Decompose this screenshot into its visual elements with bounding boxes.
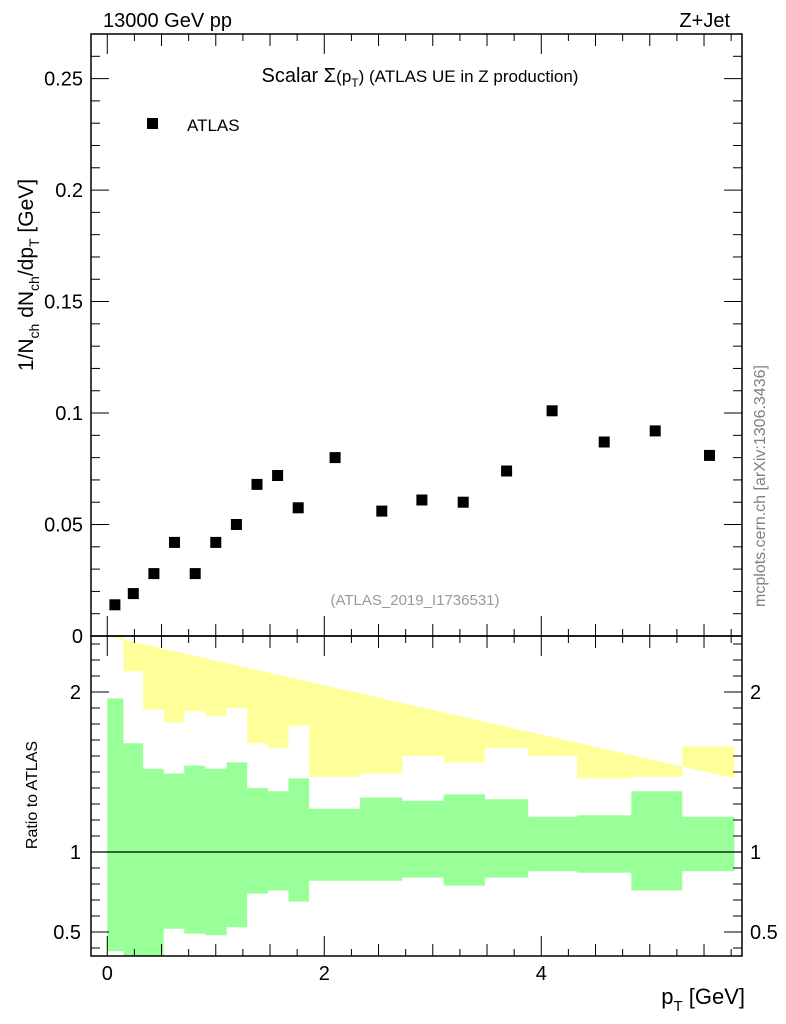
watermark: mcplots.cern.ch [arXiv:1306.3436] — [752, 365, 769, 607]
data-point — [501, 465, 513, 477]
x-axis-label: pT [GeV] — [661, 984, 745, 1015]
header-energy-label: 13000 GeV pp — [103, 10, 232, 32]
data-point — [251, 478, 263, 490]
ratio-y-axis-label: Ratio to ATLAS — [24, 741, 41, 849]
ratio-y-tick-label: 2 — [70, 682, 81, 704]
ratio-axes: 0 2 4 0.5 0.5 1 1 2 2 — [53, 636, 778, 985]
data-point — [169, 536, 180, 548]
main-y-tick-label: 0.25 — [44, 69, 83, 91]
data-point — [272, 470, 284, 481]
data-point — [230, 519, 242, 530]
ratio-band-stat-uncertainty — [107, 698, 735, 956]
x-tick-label: 2 — [319, 963, 330, 985]
data-point — [329, 452, 341, 464]
main-y-tick-label: 0.15 — [44, 292, 83, 314]
main-title: Scalar Σ(pT) (ATLAS UE in Z production) — [262, 65, 579, 90]
data-point — [292, 502, 304, 514]
ratio-y-tick-label: 0.5 — [53, 922, 81, 944]
legend-label-atlas: ATLAS — [187, 116, 240, 135]
data-point — [189, 568, 201, 580]
data-point — [649, 425, 661, 437]
data-point — [210, 536, 222, 548]
data-point — [148, 568, 160, 580]
ratio-y-tick-label-right: 1 — [750, 842, 761, 864]
analysis-label: (ATLAS_2019_I1736531) — [330, 592, 499, 609]
ratio-y-tick-label: 1 — [70, 842, 81, 864]
x-tick-label: 4 — [536, 963, 547, 985]
ratio-y-tick-label-right: 2 — [750, 682, 761, 704]
main-y-tick-label: 0.1 — [55, 403, 83, 425]
main-y-tick-label: 0 — [72, 626, 83, 648]
data-point — [109, 599, 121, 611]
ratio-band-total-uncertainty — [107, 636, 735, 779]
data-point — [376, 505, 388, 517]
ratio-y-tick-label-right: 0.5 — [750, 922, 778, 944]
data-point — [457, 496, 469, 508]
data-point — [127, 588, 139, 600]
header-process-label: Z+Jet — [679, 10, 730, 32]
main-data-points — [109, 405, 715, 611]
data-point — [704, 449, 715, 461]
ratio-uncertainty-bands — [107, 636, 735, 956]
data-point — [598, 436, 610, 448]
legend-marker-atlas — [147, 118, 158, 129]
main-y-axis-label: 1/Nch dNch/dpT [GeV] — [15, 179, 42, 371]
main-y-tick-label: 0.05 — [44, 515, 83, 537]
main-axes: 0 0.05 0.1 0.15 0.2 0.25 — [44, 33, 742, 648]
x-tick-label: 0 — [102, 963, 113, 985]
ratio-plot-frame — [90, 635, 743, 957]
data-point — [416, 494, 428, 506]
main-y-tick-label: 0.2 — [55, 180, 83, 202]
data-point — [546, 405, 558, 417]
